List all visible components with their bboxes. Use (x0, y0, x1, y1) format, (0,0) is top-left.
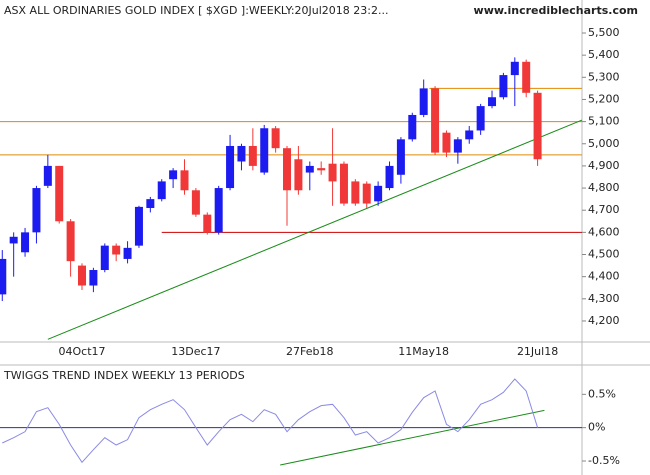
y-tick-label: 0.5% (588, 387, 616, 400)
trend-line (280, 409, 545, 466)
candle-body (510, 61, 519, 76)
candle-body (419, 88, 428, 115)
candle-body (294, 159, 303, 191)
candle-body (351, 181, 360, 204)
y-tick-label: 0% (588, 421, 605, 434)
candle-body (408, 114, 417, 140)
candle-body (78, 265, 87, 286)
x-tick-label: 27Feb18 (286, 345, 333, 358)
y-tick-label: 4,200 (588, 314, 620, 327)
candle-body (180, 170, 189, 191)
candle-body (533, 92, 542, 160)
y-tick-label: 5,300 (588, 70, 620, 83)
candle-body (465, 130, 474, 140)
y-tick-label: 5,100 (588, 115, 620, 128)
candle-body (339, 163, 348, 204)
trend-line (47, 119, 583, 340)
candle-body (55, 165, 64, 222)
candle-body (442, 132, 451, 153)
x-tick-label: 11May18 (398, 345, 449, 358)
candle-body (21, 232, 30, 253)
candle-body (191, 190, 200, 215)
candle-body (9, 236, 18, 244)
indicator-line (2, 378, 539, 464)
candle-body (203, 214, 212, 233)
candle-body (248, 145, 257, 166)
candle-body (43, 165, 52, 186)
candle-body (112, 245, 121, 255)
panel-title: TWIGGS TREND INDEX WEEKLY 13 PERIODS (3, 369, 245, 382)
y-tick-label: 5,500 (588, 26, 620, 39)
candle-body (499, 75, 508, 98)
y-tick-label: 4,500 (588, 248, 620, 261)
candle-body (146, 199, 155, 208)
candle-body (157, 181, 166, 200)
candle-body (362, 183, 371, 204)
candle-body (374, 185, 383, 202)
candle-body (237, 145, 246, 162)
candle-body (134, 206, 143, 246)
candle-body (431, 88, 440, 153)
candle-body (476, 106, 485, 131)
candle-body (522, 61, 531, 93)
y-tick-label: 5,200 (588, 92, 620, 105)
y-tick-label: 4,700 (588, 203, 620, 216)
candle-body (453, 139, 462, 153)
candle-body (283, 148, 292, 191)
y-tick-label: 4,800 (588, 181, 620, 194)
candle-body (214, 188, 223, 233)
y-tick-label: 5,000 (588, 137, 620, 150)
candle-body (100, 245, 109, 271)
candle-body (66, 221, 75, 262)
candle-body (385, 165, 394, 189)
candle-body (328, 163, 337, 182)
y-tick-label: 5,400 (588, 48, 620, 61)
y-tick-label: 4,600 (588, 225, 620, 238)
candle-body (0, 258, 7, 295)
y-tick-label: 4,900 (588, 159, 620, 172)
candle-body (89, 270, 98, 286)
candle-body (123, 247, 132, 259)
x-tick-label: 21Jul18 (517, 345, 558, 358)
candle-body (488, 97, 497, 107)
candle-body (260, 128, 269, 173)
candle-body (226, 145, 235, 189)
candle-body (169, 170, 178, 180)
y-tick-label: -0.5% (588, 454, 620, 467)
candle-body (396, 139, 405, 175)
y-tick-label: 4,400 (588, 270, 620, 283)
candle-body (32, 188, 41, 233)
site: www.incrediblecharts.com (474, 4, 638, 17)
candle-body (305, 165, 314, 173)
chart-title: ASX ALL ORDINARIES GOLD INDEX [ $XGD ]:W… (4, 4, 389, 17)
x-tick-label: 04Oct17 (58, 345, 105, 358)
y-tick-label: 4,300 (588, 292, 620, 305)
x-tick-label: 13Dec17 (171, 345, 220, 358)
candle-body (271, 128, 280, 149)
candle-body (317, 168, 326, 171)
